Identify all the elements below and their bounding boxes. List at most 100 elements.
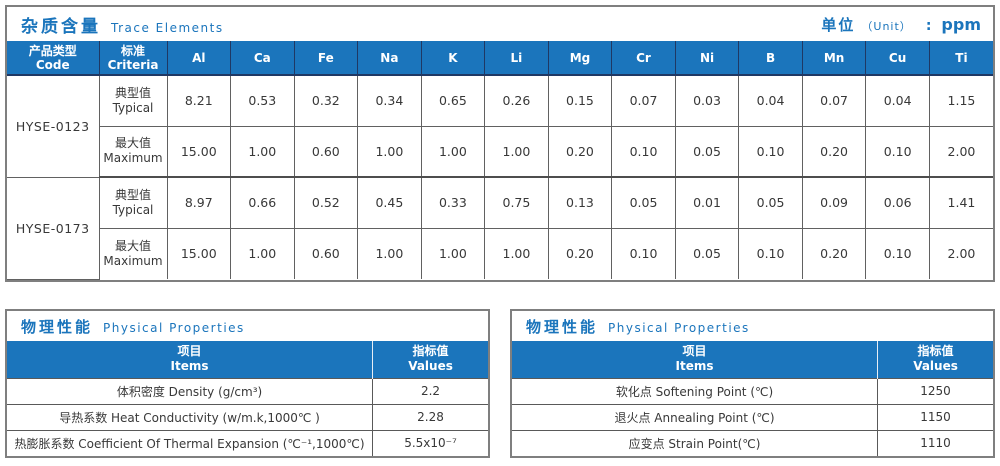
trace-value-cell: 0.53 — [230, 74, 295, 127]
physical-properties-row: 物理性能 Physical Properties 项目 Items 指标值 Va… — [5, 308, 995, 458]
header-values: 指标值 Values — [877, 340, 993, 378]
trace-value-cell: 0.10 — [611, 125, 676, 178]
header-values-en: Values — [913, 358, 958, 373]
table-row: 导热系数 Heat Conductivity (w/m.k,1000℃ ) 2.… — [7, 403, 488, 430]
header-items: 项目 Items — [512, 340, 879, 378]
trace-value-cell: 0.06 — [865, 176, 930, 229]
trace-value-cell: 0.75 — [484, 176, 549, 229]
property-value: 2.28 — [372, 403, 488, 430]
header-element-cu: Cu — [865, 41, 930, 76]
trace-value-cell: 15.00 — [166, 227, 232, 279]
header-element-ni: Ni — [674, 41, 739, 76]
property-value: 1110 — [877, 429, 993, 456]
product-code-cell: HYSE-0173 — [7, 176, 100, 280]
trace-title-cn: 杂质含量 — [21, 17, 101, 37]
property-value: 1250 — [877, 377, 993, 404]
trace-value-cell: 0.60 — [293, 227, 359, 279]
criteria-cell: 最大值 Maximum — [99, 227, 168, 279]
trace-value-cell: 0.10 — [738, 125, 803, 178]
header-product-code-en: Code — [35, 57, 70, 72]
trace-value-cell: 0.05 — [674, 125, 740, 178]
trace-value-cell: 0.05 — [674, 227, 740, 279]
trace-value-cell: 1.15 — [928, 74, 993, 127]
physical-left-title-cn: 物理性能 — [21, 317, 94, 336]
trace-value-cell: 0.66 — [230, 176, 295, 229]
trace-value-cell: 0.13 — [547, 176, 613, 229]
table-row: 热膨胀系数 Coefficient Of Thermal Expansion (… — [7, 429, 488, 456]
trace-value-cell: 0.10 — [738, 227, 803, 279]
physical-left-title: 物理性能 Physical Properties — [21, 316, 245, 337]
criteria-en: Typical — [112, 100, 154, 115]
trace-value-cell: 0.03 — [674, 74, 740, 127]
trace-title-bar: 杂质含量 Trace Elements 单位 （Unit） : ppm — [7, 7, 993, 41]
trace-value-cell: 0.07 — [801, 74, 867, 127]
physical-properties-left-section: 物理性能 Physical Properties 项目 Items 指标值 Va… — [5, 308, 490, 458]
trace-value-cell: 0.10 — [611, 227, 676, 279]
trace-value-cell: 0.20 — [801, 125, 867, 178]
property-item: 导热系数 Heat Conductivity (w/m.k,1000℃ ) — [7, 403, 374, 430]
header-element-ca: Ca — [230, 41, 295, 76]
unit-label-cn: 单位 — [821, 16, 856, 34]
table-row: 体积密度 Density (g/cm³) 2.2 — [7, 377, 488, 404]
header-values-cn: 指标值 — [917, 343, 954, 358]
criteria-en: Maximum — [103, 253, 163, 268]
property-item: 热膨胀系数 Coefficient Of Thermal Expansion (… — [7, 429, 374, 456]
header-criteria-cn: 标准 — [120, 43, 145, 58]
trace-value-cell: 0.10 — [865, 227, 930, 279]
trace-value-cell: 15.00 — [166, 125, 232, 178]
trace-value-cell: 0.05 — [738, 176, 803, 229]
property-item: 退火点 Annealing Point (℃) — [512, 403, 879, 430]
header-element-b: B — [738, 41, 803, 76]
header-element-mn: Mn — [801, 41, 866, 76]
table-row: 应变点 Strain Point(℃) 1110 — [512, 429, 993, 456]
trace-value-cell: 1.00 — [484, 227, 549, 279]
criteria-cn: 典型值 — [114, 187, 151, 202]
criteria-cn: 最大值 — [114, 136, 151, 151]
table-row: 最大值 Maximum 15.00 1.00 0.60 1.00 1.00 1.… — [7, 227, 993, 279]
table-row: HYSE-0173 典型值 Typical 8.97 0.66 0.52 0.4… — [7, 176, 993, 280]
table-row: 软化点 Softening Point (℃) 1250 — [512, 377, 993, 404]
header-items-en: Items — [675, 358, 714, 373]
criteria-cn: 典型值 — [114, 85, 151, 100]
physical-header-row: 项目 Items 指标值 Values — [512, 340, 993, 378]
header-values: 指标值 Values — [372, 340, 488, 378]
physical-properties-right-section: 物理性能 Physical Properties 项目 Items 指标值 Va… — [510, 308, 995, 458]
trace-value-cell: 0.65 — [420, 74, 486, 127]
trace-value-cell: 0.45 — [357, 176, 422, 229]
trace-elements-section: 杂质含量 Trace Elements 单位 （Unit） : ppm 产品类型… — [5, 5, 995, 282]
header-element-al: Al — [166, 41, 231, 76]
physical-right-title-cn: 物理性能 — [526, 317, 599, 336]
trace-value-cell: 0.09 — [801, 176, 867, 229]
header-items-en: Items — [170, 358, 209, 373]
header-element-ti: Ti — [928, 41, 993, 76]
header-element-fe: Fe — [293, 41, 358, 76]
physical-properties-left-table: 项目 Items 指标值 Values 体积密度 Density (g/cm³)… — [7, 340, 488, 456]
physical-right-title-en: Physical Properties — [608, 320, 750, 335]
header-element-cr: Cr — [611, 41, 676, 76]
trace-value-cell: 0.07 — [611, 74, 676, 127]
table-row: 最大值 Maximum 15.00 1.00 0.60 1.00 1.00 1.… — [7, 125, 993, 178]
criteria-cell: 最大值 Maximum — [99, 125, 168, 178]
header-criteria: 标准 Criteria — [98, 41, 167, 76]
trace-value-cell: 0.04 — [865, 74, 930, 127]
physical-left-title-en: Physical Properties — [103, 320, 245, 335]
trace-header-row: 产品类型 Code 标准 Criteria Al Ca Fe Na K Li M… — [7, 41, 993, 76]
criteria-cell: 典型值 Typical — [98, 176, 168, 229]
property-item: 软化点 Softening Point (℃) — [512, 377, 879, 404]
header-product-code-cn: 产品类型 — [28, 43, 77, 58]
trace-value-cell: 1.00 — [230, 227, 295, 279]
criteria-en: Typical — [112, 202, 154, 217]
header-items: 项目 Items — [7, 340, 374, 378]
property-value: 5.5x10⁻⁷ — [372, 429, 488, 456]
physical-properties-right-table: 项目 Items 指标值 Values 软化点 Softening Point … — [512, 340, 993, 456]
trace-value-cell: 0.20 — [801, 227, 867, 279]
trace-value-cell: 0.01 — [674, 176, 740, 229]
property-value: 2.2 — [372, 377, 488, 404]
header-element-k: K — [420, 41, 485, 76]
trace-value-cell: 1.41 — [928, 176, 993, 229]
header-element-li: Li — [484, 41, 549, 76]
trace-value-cell: 1.00 — [230, 125, 295, 178]
header-values-en: Values — [408, 358, 453, 373]
trace-value-cell: 0.20 — [547, 227, 613, 279]
table-row: 退火点 Annealing Point (℃) 1150 — [512, 403, 993, 430]
